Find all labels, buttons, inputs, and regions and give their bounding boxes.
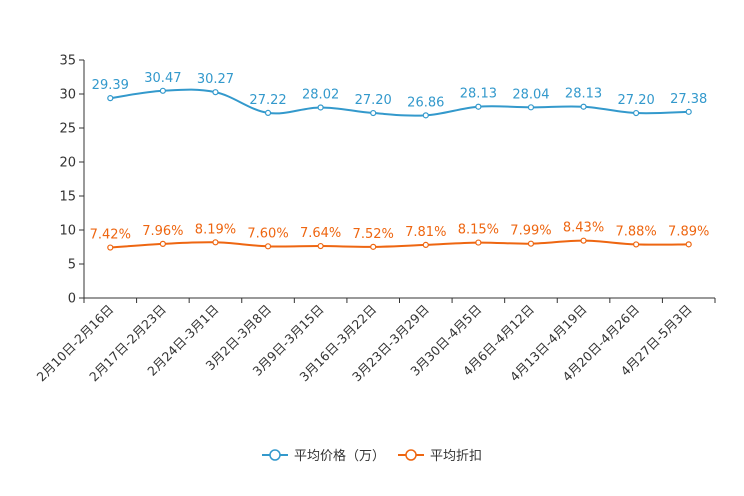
data-point[interactable] — [422, 112, 429, 119]
data-point[interactable] — [317, 104, 324, 111]
data-point[interactable] — [159, 87, 166, 94]
data-point[interactable] — [580, 103, 587, 110]
data-point[interactable] — [475, 103, 482, 110]
data-label: 7.42% — [90, 228, 131, 243]
legend-label: 平均价格（万） — [294, 448, 385, 464]
data-label: 27.20 — [618, 93, 655, 108]
data-point[interactable] — [370, 109, 377, 117]
series-layer: 29.39 30.47 30.27 27.22 28.02 27.20 26.86 28.13… — [90, 71, 709, 251]
data-label: 7.81% — [405, 225, 446, 240]
data-point[interactable] — [633, 241, 640, 248]
y-tick-label: 20 — [59, 156, 76, 171]
data-label: 8.15% — [458, 223, 499, 238]
data-label: 27.22 — [249, 93, 286, 108]
data-point[interactable] — [107, 95, 114, 102]
data-label: 26.86 — [407, 95, 444, 110]
data-point[interactable] — [527, 240, 535, 247]
series-avg-discount: 7.42% 7.96% 8.19% 7.60% 7.64% 7.52% 7.81% 8.15%… — [90, 221, 709, 251]
series-avg-price: 29.39 30.47 30.27 27.22 28.02 27.20 26.86 28.13… — [92, 71, 707, 119]
data-label: 29.39 — [92, 78, 129, 93]
data-point[interactable] — [475, 239, 482, 246]
y-tick-label: 25 — [59, 122, 76, 137]
data-point[interactable] — [370, 243, 377, 250]
data-label: 7.89% — [668, 224, 709, 239]
data-point[interactable] — [212, 89, 219, 96]
data-label: 7.64% — [300, 226, 341, 241]
series-line — [110, 88, 689, 117]
data-point[interactable] — [317, 242, 324, 250]
data-label: 7.96% — [142, 224, 183, 239]
y-tick-label: 15 — [59, 190, 76, 205]
data-point[interactable] — [527, 104, 535, 111]
data-label: 30.27 — [197, 72, 234, 87]
chart-legend[interactable]: 平均价格（万） 平均折扣 — [262, 448, 482, 464]
data-point[interactable] — [159, 240, 166, 247]
data-label: 27.38 — [670, 92, 707, 107]
data-point[interactable] — [580, 237, 587, 244]
legend-marker-icon — [269, 449, 281, 461]
data-label: 7.99% — [510, 224, 551, 239]
y-tick-label: 5 — [68, 258, 76, 273]
data-label: 7.60% — [247, 226, 288, 241]
data-point[interactable] — [107, 244, 114, 251]
y-tick-label: 35 — [59, 54, 76, 69]
data-label: 28.04 — [512, 87, 549, 102]
data-point[interactable] — [633, 109, 640, 117]
data-label: 8.43% — [563, 221, 604, 236]
y-tick-label: 0 — [68, 292, 76, 307]
data-label: 7.88% — [615, 224, 656, 239]
data-label: 28.02 — [302, 87, 339, 102]
y-tick-label: 10 — [59, 224, 76, 239]
y-tick-label: 30 — [59, 88, 76, 103]
legend-marker-icon — [405, 449, 417, 461]
data-label: 28.13 — [565, 87, 602, 102]
legend-item-avg-discount[interactable]: 平均折扣 — [398, 449, 482, 464]
legend-label: 平均折扣 — [430, 449, 482, 464]
data-point[interactable] — [264, 109, 272, 117]
data-point[interactable] — [685, 241, 692, 248]
data-label: 7.52% — [353, 227, 394, 242]
data-label: 30.47 — [144, 71, 181, 86]
data-label: 27.20 — [355, 93, 392, 108]
data-point[interactable] — [212, 239, 219, 246]
legend-item-avg-price[interactable]: 平均价格（万） — [262, 448, 385, 464]
data-point[interactable] — [422, 241, 429, 248]
data-point[interactable] — [264, 243, 272, 250]
series-line — [110, 239, 689, 249]
data-label: 8.19% — [195, 222, 236, 237]
data-label: 28.13 — [460, 87, 497, 102]
data-point[interactable] — [685, 108, 692, 115]
